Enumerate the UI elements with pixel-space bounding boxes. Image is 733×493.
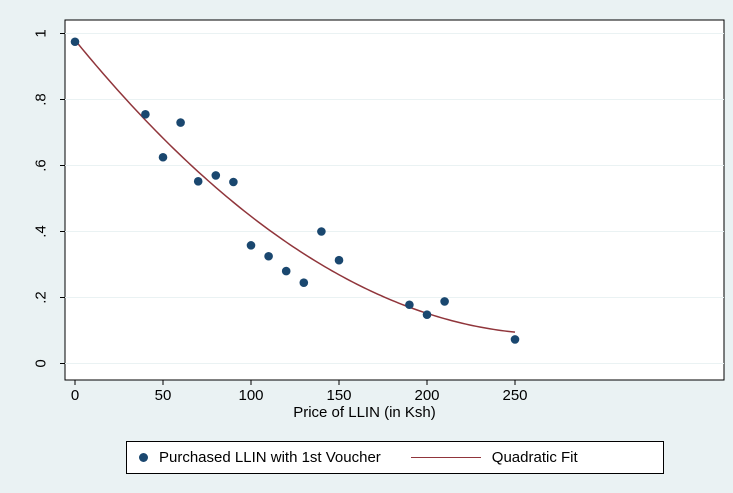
y-tick-label: .2: [32, 291, 49, 304]
data-point: [246, 241, 256, 250]
legend-label-fit: Quadratic Fit: [491, 449, 578, 466]
data-point: [264, 251, 273, 261]
x-tick-label: 100: [238, 387, 263, 404]
x-tick-label: 200: [414, 387, 439, 404]
data-point: [334, 255, 344, 265]
axes-layer: 0 .2 .4 .6 .8 1 0 50 100 150 200 250: [32, 29, 527, 404]
y-tick-label: .6: [32, 159, 49, 172]
data-point: [440, 297, 449, 306]
x-tick-label: 250: [502, 387, 527, 404]
y-tick-label: 1: [32, 29, 49, 37]
data-point: [211, 171, 221, 180]
grid-layer: [65, 33, 724, 364]
legend: Purchased LLIN with 1st Voucher Quadrati…: [126, 441, 664, 474]
y-tick-label: .4: [32, 225, 49, 238]
y-tick-label: .8: [32, 93, 49, 106]
data-point: [141, 110, 150, 119]
legend-marker-dot: [139, 453, 148, 462]
series-layer: [70, 37, 520, 344]
plot-area: [64, 19, 725, 381]
data-point: [229, 177, 238, 187]
data-point: [422, 310, 432, 319]
legend-entry-scatter: Purchased LLIN with 1st Voucher: [127, 449, 381, 466]
x-tick-label: 150: [326, 387, 351, 404]
x-tick-label: 0: [71, 387, 79, 404]
y-tick-label: 0: [32, 359, 49, 367]
data-point: [158, 152, 168, 162]
x-tick-label: 50: [155, 387, 172, 404]
data-point: [405, 300, 414, 310]
data-point: [70, 37, 80, 47]
legend-marker-line: [410, 457, 481, 458]
data-point: [281, 266, 291, 276]
data-point: [299, 278, 309, 287]
quadratic-fit-line: [74, 39, 516, 333]
data-point: [317, 227, 326, 236]
legend-label-scatter: Purchased LLIN with 1st Voucher: [159, 449, 381, 466]
data-point: [176, 118, 185, 127]
data-point: [510, 335, 520, 344]
data-point: [193, 177, 203, 186]
x-axis-title: Price of LLIN (in Ksh): [293, 404, 436, 421]
legend-entry-fit: Quadratic Fit: [381, 449, 578, 466]
